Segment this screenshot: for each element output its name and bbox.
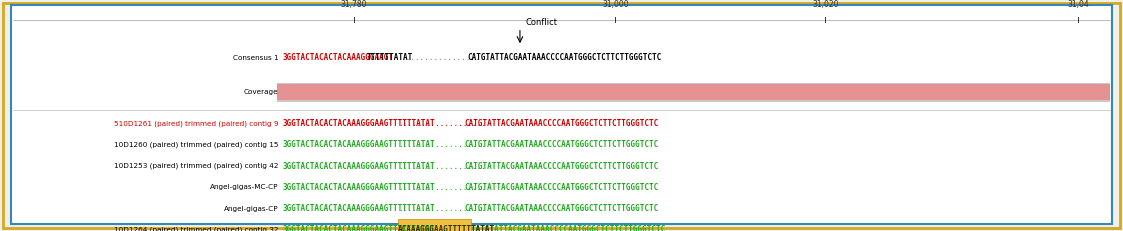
Text: Angel-gigas-MC-CP: Angel-gigas-MC-CP (210, 184, 279, 190)
Text: CATGTATTACGAATAAACCCCAATGGGCTCTTCTTGGGTCTC: CATGTATTACGAATAAACCCCAATGGGCTCTTCTTGGGTC… (471, 225, 665, 231)
Text: Conflict: Conflict (526, 18, 557, 27)
Text: 10D1260 (paired) trimmed (paired) contig 15: 10D1260 (paired) trimmed (paired) contig… (115, 142, 279, 148)
Text: 3GGTACTACACTACAAAGGGAAGTTTTTTATAT: 3GGTACTACACTACAAAGGGAAGTTTTTTATAT (283, 204, 436, 213)
Text: 31,780: 31,780 (340, 0, 367, 9)
Text: Angel-gigas-CP: Angel-gigas-CP (223, 206, 279, 212)
Text: ...................: ................... (398, 140, 486, 149)
Text: ACAAAGGGAAGTTTTTTATAT: ACAAAGGGAAGTTTTTTATAT (398, 225, 495, 231)
Text: 3GGTACTACACTACAAAGGGAAGTTTTTTATAT: 3GGTACTACACTACAAAGGGAAGTTTTTTATAT (283, 183, 436, 192)
Text: CATGTATTACGAATAAACCCCAATGGGCTCTTCTTGGGTCTC: CATGTATTACGAATAAACCCCAATGGGCTCTTCTTGGGTC… (464, 119, 658, 128)
Bar (277, 84, 1110, 100)
Text: ...................: ................... (398, 204, 486, 213)
Bar (277, 83, 1110, 102)
Text: CATGTATTACGAATAAACCCCAATGGGCTCTTCTTGGGTCTC: CATGTATTACGAATAAACCCCAATGGGCTCTTCTTGGGTC… (467, 53, 661, 62)
Text: 10D1264 (paired) trimmed (paired) contig 32: 10D1264 (paired) trimmed (paired) contig… (115, 227, 279, 231)
Text: 3GGTACTACACTACAAAGGGAAGTTTTTTATAT: 3GGTACTACACTACAAAGGGAAGTTTTTTATAT (283, 140, 436, 149)
Text: ...................: ................... (398, 119, 486, 128)
Text: Coverage: Coverage (244, 89, 279, 95)
Bar (398, 219, 471, 231)
Text: 3GGTACTACACTACAAAGGGAAGTTTTTTATAT: 3GGTACTACACTACAAAGGGAAGTTTTTTATAT (283, 119, 436, 128)
Text: ...................: ................... (401, 53, 490, 62)
Text: 3GGTACTACACTACAAAGGGAAGT: 3GGTACTACACTACAAAGGGAAGT (283, 53, 394, 62)
Text: 31,000: 31,000 (602, 0, 629, 9)
Text: ...................: ................... (398, 183, 486, 192)
Text: Consensus 1: Consensus 1 (232, 55, 279, 61)
Text: 31,04: 31,04 (1067, 0, 1089, 9)
Text: CATGTATTACGAATAAACCCCAATGGGCTCTTCTTGGGTCTC: CATGTATTACGAATAAACCCCAATGGGCTCTTCTTGGGTC… (464, 204, 658, 213)
Text: CATGTATTACGAATAAACCCCAATGGGCTCTTCTTGGGTCTC: CATGTATTACGAATAAACCCCAATGGGCTCTTCTTGGGTC… (464, 140, 658, 149)
Text: 3GGTACTACACTACAAAGGGAAGTTTTTTATAT: 3GGTACTACACTACAAAGGGAAGTTTTTTATAT (283, 225, 436, 231)
Text: CATGTATTACGAATAAACCCCAATGGGCTCTTCTTGGGTCTC: CATGTATTACGAATAAACCCCAATGGGCTCTTCTTGGGTC… (464, 162, 658, 170)
Text: TTTTTTATAT: TTTTTTATAT (366, 53, 413, 62)
Text: ...................: ................... (398, 162, 486, 170)
Text: 31,020: 31,020 (812, 0, 839, 9)
Text: 3GGTACTACACTACAAAGGGAAGTTTTTTATAT: 3GGTACTACACTACAAAGGGAAGTTTTTTATAT (283, 162, 436, 170)
Text: CATGTATTACGAATAAACCCCAATGGGCTCTTCTTGGGTCTC: CATGTATTACGAATAAACCCCAATGGGCTCTTCTTGGGTC… (464, 183, 658, 192)
Text: 510D1261 (paired) trimmed (paired) contig 9: 510D1261 (paired) trimmed (paired) conti… (115, 120, 279, 127)
Text: 10D1253 (paired) trimmed (paired) contig 42: 10D1253 (paired) trimmed (paired) contig… (115, 163, 279, 169)
